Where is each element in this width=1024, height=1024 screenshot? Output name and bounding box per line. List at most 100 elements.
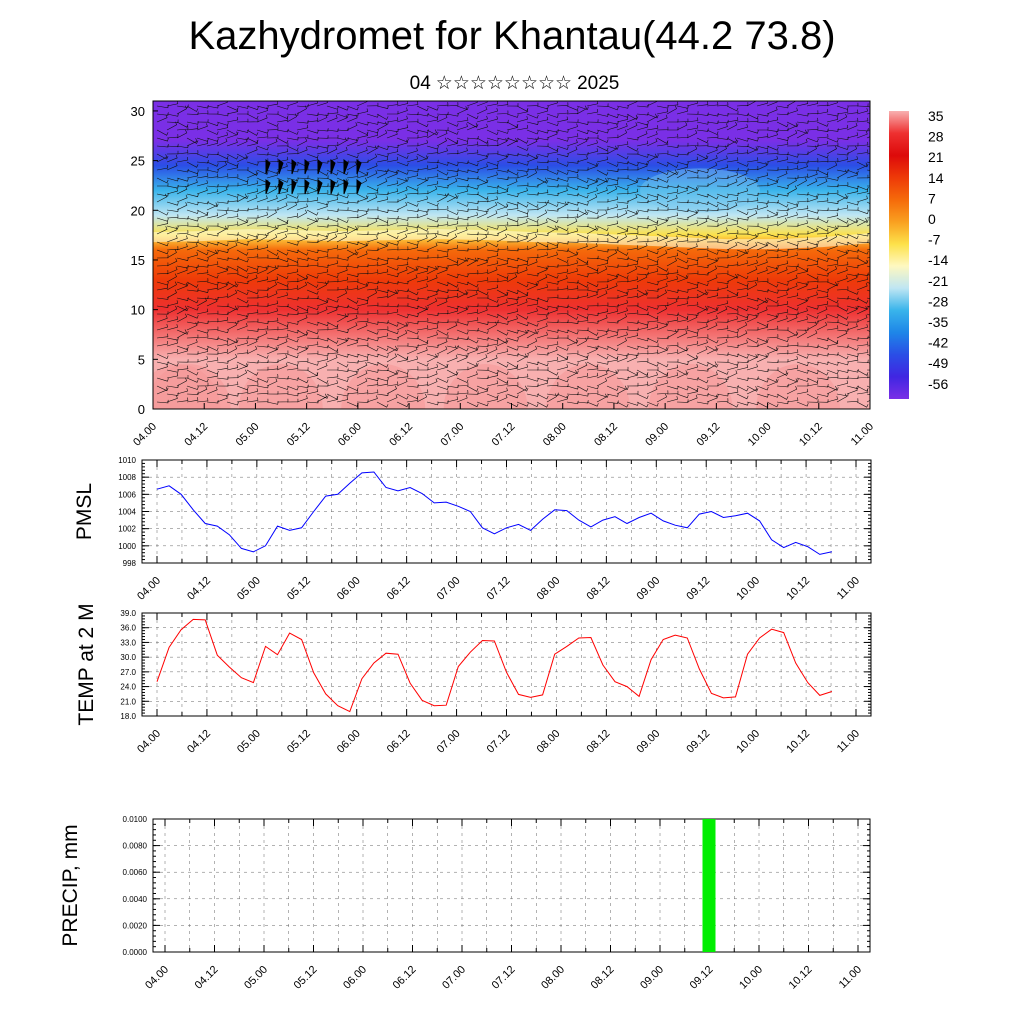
- wind-barb: [166, 316, 179, 323]
- wind-barb: [216, 267, 228, 275]
- wind-barb: [556, 353, 569, 360]
- wind-barb: [586, 372, 599, 379]
- wind-barb: [696, 319, 709, 323]
- wind-barb: [796, 138, 808, 147]
- wind-barb: [206, 173, 219, 179]
- wind-barb: [586, 225, 599, 231]
- wind-barb: [246, 338, 258, 347]
- wind-barb: [266, 153, 279, 157]
- wind-barb: [816, 102, 829, 107]
- wind-barb: [696, 361, 709, 367]
- xtick-label: 09.12: [684, 575, 712, 603]
- wind-barb: [496, 313, 509, 320]
- wind-barb: [826, 261, 839, 267]
- wind-barb: [266, 126, 279, 131]
- wind-barb: [646, 217, 659, 224]
- wind-barb: [176, 397, 189, 403]
- wind-barb: [726, 273, 738, 283]
- wind-barb: [166, 361, 179, 367]
- wind-barb: [596, 393, 609, 398]
- wind-barb: [426, 185, 438, 195]
- wind-barb: [736, 330, 748, 339]
- wind-barb: [236, 273, 249, 279]
- wind-barb: [196, 269, 209, 275]
- wind-barb: [736, 177, 747, 187]
- wind-barb: [196, 329, 209, 334]
- wind-barb: [286, 305, 299, 312]
- wind-barb: [706, 154, 718, 163]
- wind-barb: [236, 180, 249, 187]
- wind-barb: [186, 288, 199, 292]
- wind-barb: [716, 155, 728, 163]
- wind-barb: [436, 205, 449, 211]
- wind-barb: [456, 140, 469, 147]
- wind-barb: [666, 298, 678, 307]
- wind-barb: [696, 289, 709, 296]
- wind-barb: [856, 389, 869, 395]
- wind-barb: [156, 241, 169, 247]
- wind-barb: [536, 331, 548, 339]
- wind-barb: [746, 145, 759, 151]
- wind-barb: [316, 393, 329, 399]
- wind-barb: [696, 334, 709, 339]
- wind-barb: [386, 321, 399, 327]
- xtick-label: 06.12: [385, 575, 413, 603]
- wind-barb: [526, 136, 539, 141]
- ytick-label: 1004: [118, 508, 136, 517]
- wind-barb: [776, 383, 789, 388]
- wind-barb: [846, 217, 859, 224]
- wind-barb: [166, 289, 177, 299]
- wind-barb: [426, 353, 439, 358]
- wind-barb: [266, 171, 278, 179]
- wind-barb: [396, 177, 408, 187]
- wind-barb: [536, 153, 549, 158]
- wind-barb: [296, 358, 309, 363]
- wind-barb: [506, 393, 519, 399]
- wind-barb: [267, 207, 279, 211]
- wind-barb: [256, 222, 269, 227]
- wind-barb: [806, 241, 819, 246]
- colorbar-label: -7: [928, 232, 941, 248]
- heatmap-ytick-label: 0: [138, 402, 145, 417]
- wind-barb: [316, 224, 329, 228]
- wind-barb: [216, 153, 229, 160]
- wind-barb: [486, 248, 499, 252]
- wind-barb: [216, 186, 228, 195]
- wind-barb: [776, 309, 789, 315]
- wind-barb: [446, 273, 459, 279]
- wind-barb: [496, 387, 508, 395]
- wind-barb: [706, 265, 717, 275]
- wind-barb: [616, 256, 629, 261]
- wind-barb: [746, 166, 759, 171]
- wind-barb: [536, 116, 549, 123]
- wind-barb: [246, 233, 259, 238]
- wind-barb: [596, 210, 608, 219]
- wind-barb: [616, 354, 628, 363]
- wind-barb: [726, 273, 739, 279]
- wind-barb: [206, 298, 218, 307]
- wind-barb: [756, 306, 768, 315]
- wind-barb: [406, 313, 419, 318]
- wind-barb: [486, 321, 498, 331]
- wind-barb: [266, 281, 277, 291]
- wind-barb: [296, 233, 309, 240]
- wind-barb: [536, 377, 549, 382]
- wind-barb: [726, 230, 739, 235]
- wind-barb: [456, 290, 468, 299]
- wind-barb: [566, 213, 579, 219]
- wind-barb: [546, 347, 558, 355]
- wind-barb: [486, 313, 499, 318]
- wind-barb: [196, 377, 209, 383]
- wind-barb: [836, 267, 848, 275]
- wind-barb: [416, 121, 429, 128]
- wind-barb: [606, 353, 619, 360]
- wind-barb: [286, 353, 299, 359]
- wind-barb: [556, 102, 569, 107]
- wind-barb: [286, 337, 299, 343]
- wind-barb: [336, 244, 349, 251]
- wind-barb: [466, 176, 479, 180]
- wind-barb: [256, 330, 268, 339]
- wind-barb: [206, 281, 219, 286]
- wind-barb: [666, 188, 679, 195]
